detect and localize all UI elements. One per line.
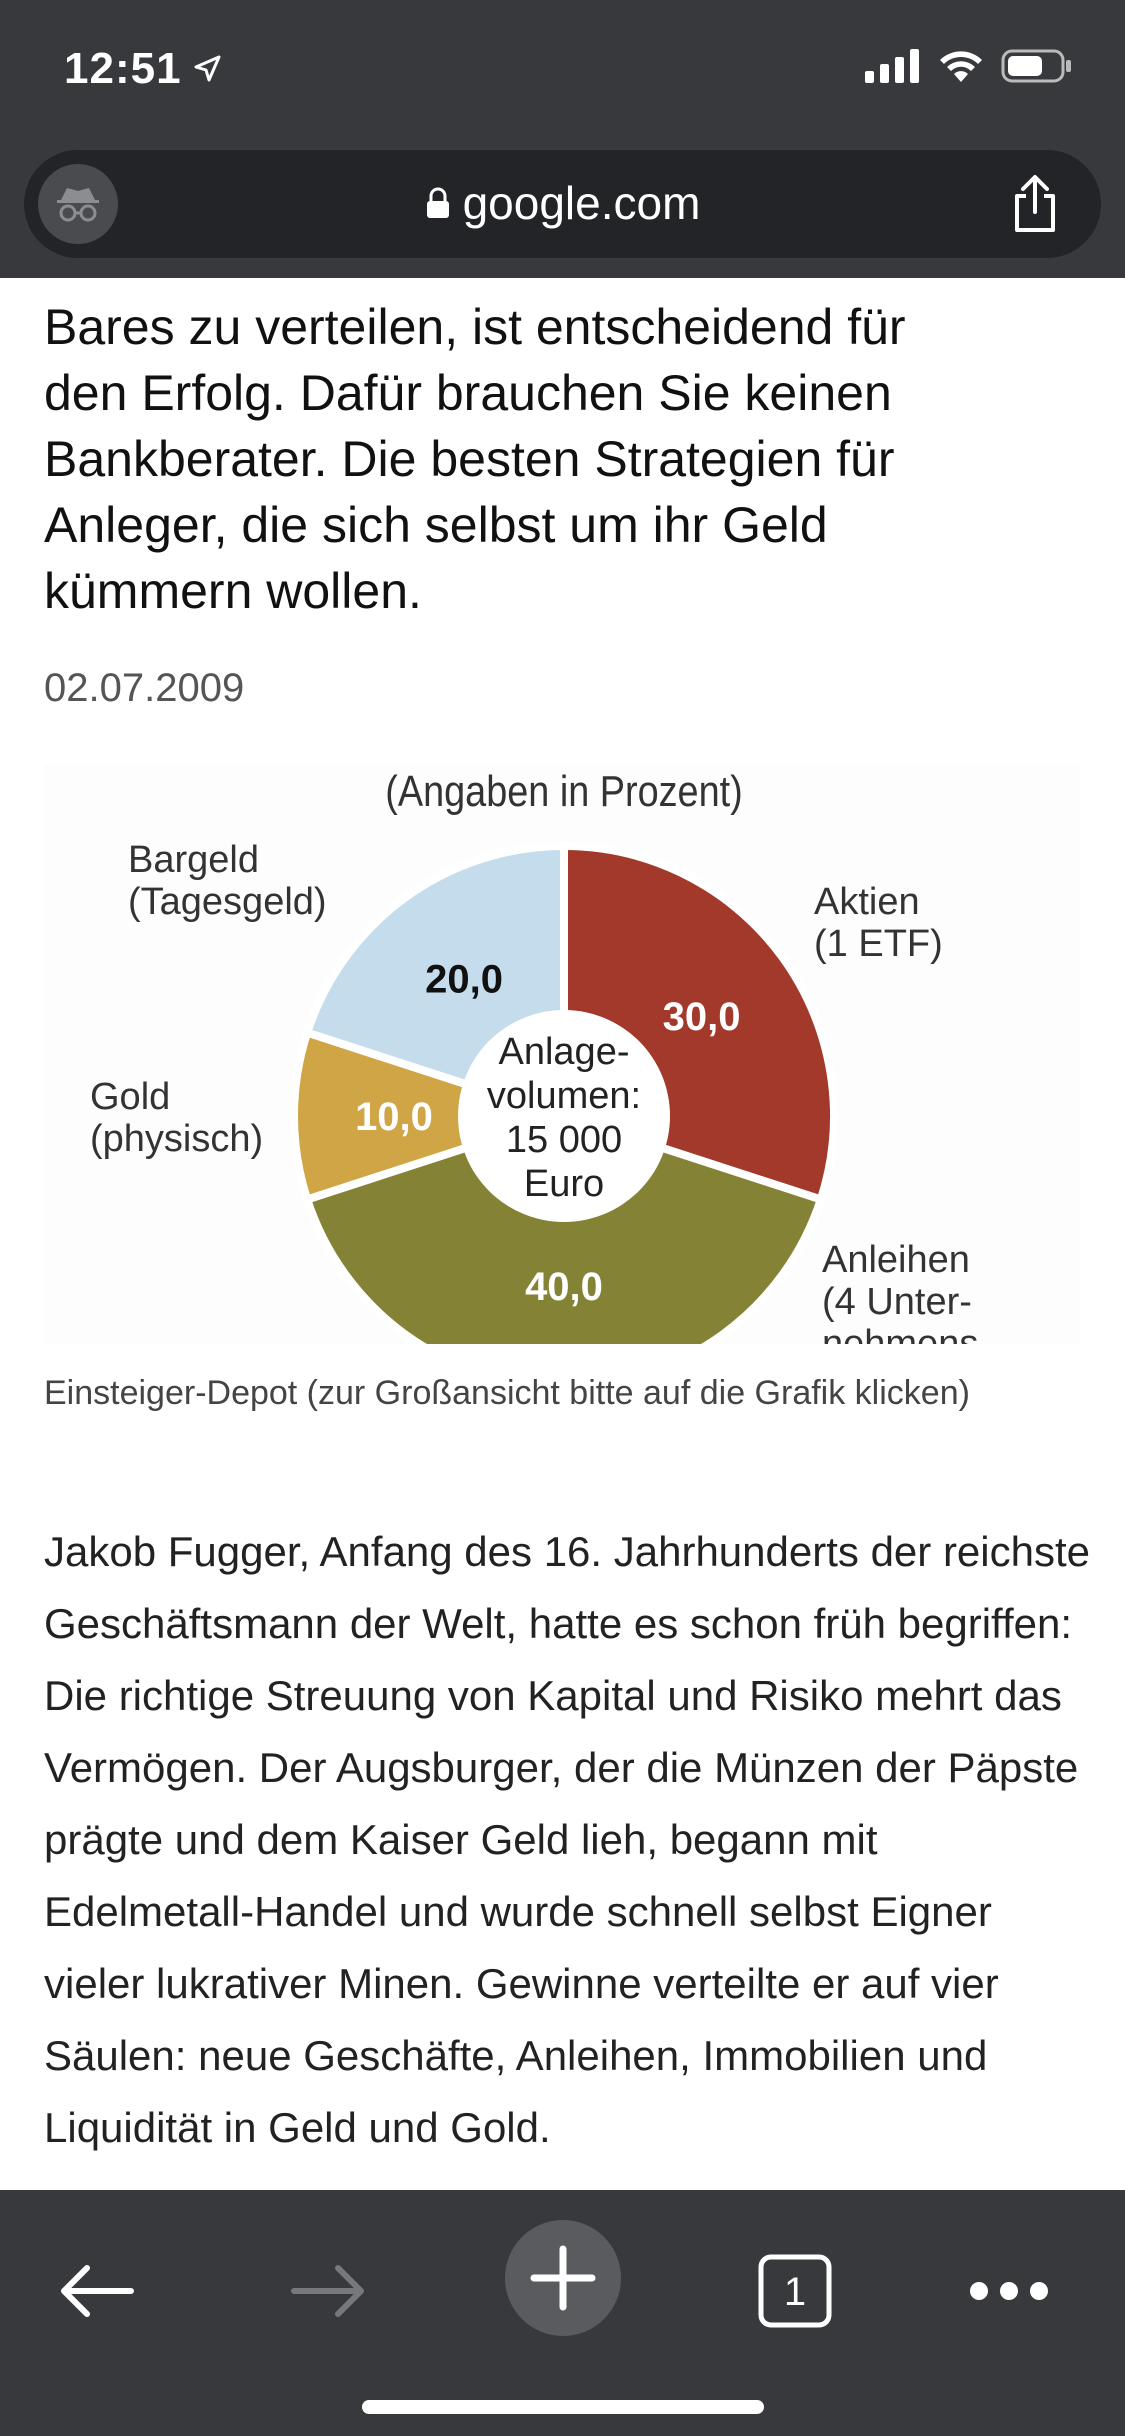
article-lead: Bares zu verteilen, ist entscheidend für… xyxy=(44,278,1084,624)
tab-count-icon: 1 xyxy=(757,2253,833,2329)
slice-value-label: 20,0 xyxy=(425,957,503,1001)
slice-category-label: Bargeld (Tagesgeld) xyxy=(128,839,327,923)
slice-category-label: Aktien (1 ETF) xyxy=(814,881,943,965)
status-indicators xyxy=(865,48,1073,84)
lead-line: Bares zu verteilen, ist entscheidend für xyxy=(44,294,1084,360)
more-dots-icon xyxy=(967,2279,1051,2303)
arrow-right-icon xyxy=(288,2261,368,2321)
pie-chart: (Angaben in Prozent) Anlage-volumen: 15 0… xyxy=(44,764,1080,1344)
battery-icon xyxy=(1001,48,1073,84)
back-button[interactable] xyxy=(42,2236,152,2346)
article-body: Jakob Fugger, Anfang des 16. Jahrhundert… xyxy=(44,1516,1094,2164)
lead-line: Bankberater. Die besten Strategien für xyxy=(44,426,1084,492)
lead-line: den Erfolg. Dafür brauchen Sie keinen xyxy=(44,360,1084,426)
slice-value-label: 30,0 xyxy=(663,995,741,1039)
more-menu-button[interactable] xyxy=(954,2236,1064,2346)
location-arrow-icon xyxy=(192,54,222,84)
share-icon[interactable] xyxy=(1009,174,1061,234)
arrow-left-icon xyxy=(57,2261,137,2321)
slice-category-label: Gold (physisch) xyxy=(90,1076,263,1160)
status-bar: 12:51 xyxy=(0,0,1125,140)
slice-value-label: 40,0 xyxy=(525,1265,603,1309)
status-time: 12:51 xyxy=(64,44,222,94)
url-text: google.com xyxy=(463,176,701,230)
forward-button[interactable] xyxy=(273,2236,383,2346)
slice-value-label: 10,0 xyxy=(355,1095,433,1139)
web-content: Bares zu verteilen, ist entscheidend für… xyxy=(0,278,1125,2190)
portfolio-chart-image[interactable]: (Angaben in Prozent) Anlage-volumen: 15 0… xyxy=(44,764,1080,1344)
slice-category-label: Anleihen (4 Unter-nehmens- xyxy=(822,1239,991,1344)
tab-switcher-button[interactable]: 1 xyxy=(740,2236,850,2346)
browser-url-area: google.com xyxy=(0,140,1125,278)
svg-text:1: 1 xyxy=(784,2270,806,2314)
lock-icon xyxy=(425,187,451,219)
lead-line-partial xyxy=(44,278,1084,294)
cellular-signal-icon xyxy=(865,49,921,83)
clock: 12:51 xyxy=(64,44,182,94)
article-date: 02.07.2009 xyxy=(44,666,244,711)
image-caption: Einsteiger-Depot (zur Großansicht bitte … xyxy=(44,1366,1064,1420)
wifi-icon xyxy=(937,48,985,84)
address-bar[interactable]: google.com xyxy=(24,150,1101,258)
chart-title: (Angaben in Prozent) xyxy=(385,766,742,815)
home-indicator xyxy=(362,2400,764,2414)
url-display[interactable]: google.com xyxy=(24,176,1101,230)
new-tab-button[interactable] xyxy=(505,2220,621,2336)
plus-icon xyxy=(530,2245,596,2311)
lead-line: kümmern wollen. xyxy=(44,558,1084,624)
lead-line: Anleger, die sich selbst um ihr Geld xyxy=(44,492,1084,558)
